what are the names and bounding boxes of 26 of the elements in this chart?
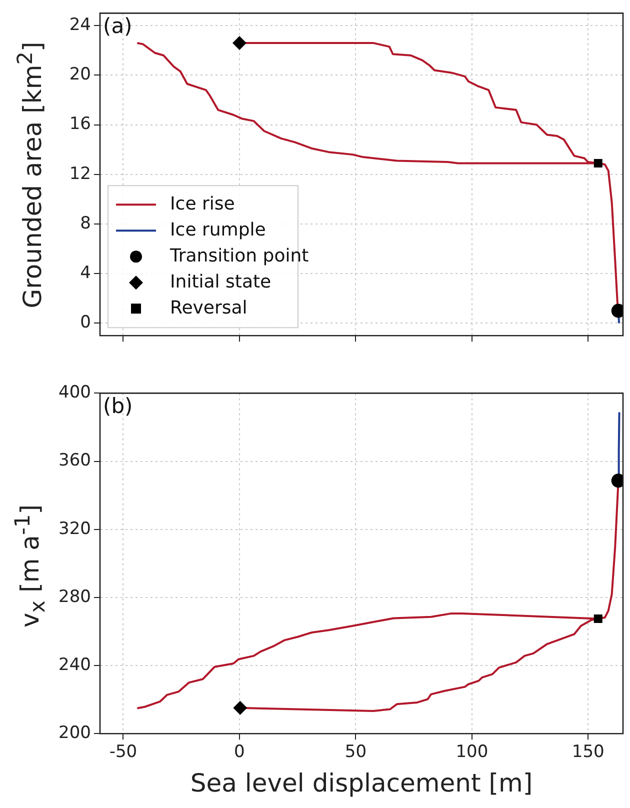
legend-label: Transition point <box>169 245 309 266</box>
x-tick-label: 50 <box>344 742 367 762</box>
y-tick-label: 4 <box>80 263 91 284</box>
y-tick-label: 280 <box>58 586 91 607</box>
annotation: (b) <box>103 394 133 418</box>
legend-label: Ice rise <box>170 193 235 214</box>
y-tick-label: 0 <box>80 312 91 333</box>
annotation: (a) <box>103 14 132 38</box>
x-tick-label: 100 <box>456 742 488 762</box>
legend-label: Ice rumple <box>170 219 266 240</box>
y-tick-label: 360 <box>58 450 91 471</box>
y-tick-label: 16 <box>69 114 91 134</box>
y-tick-label: 24 <box>69 15 91 36</box>
y-tick-label: 400 <box>58 382 91 403</box>
y-tick-label: 20 <box>69 64 91 85</box>
x-tick-label: 150 <box>572 742 604 762</box>
y-tick-label: 240 <box>58 654 91 675</box>
x-tick-label: -50 <box>109 742 138 762</box>
legend-label: Reversal <box>170 297 248 318</box>
x-tick-label: 0 <box>234 742 245 762</box>
legend-label: Initial state <box>170 271 272 292</box>
y-tick-label: 200 <box>58 723 91 744</box>
y-tick-label: 12 <box>69 164 91 184</box>
y-tick-label: 320 <box>58 518 91 539</box>
x-axis-title: Sea level displacement [m] <box>190 768 533 798</box>
y-tick-label: 8 <box>80 213 91 234</box>
